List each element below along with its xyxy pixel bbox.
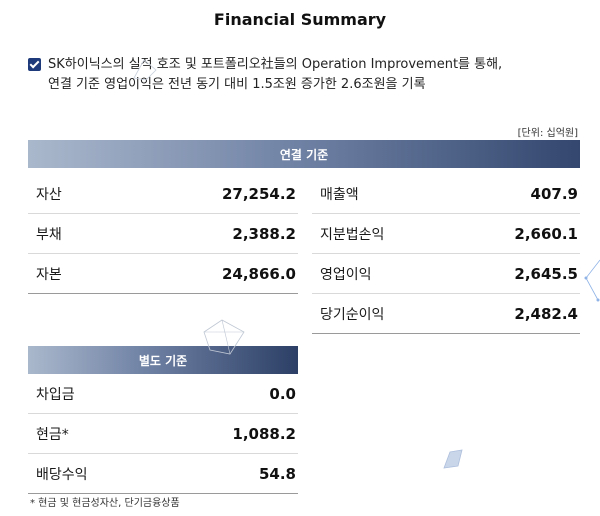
row-value: 27,254.2 bbox=[221, 184, 296, 203]
decorative-crystal-icon bbox=[133, 59, 157, 81]
decorative-crystal-icon bbox=[203, 319, 245, 355]
row-label: 배당수익 bbox=[36, 466, 88, 483]
consolidated-right-table: 매출액 407.9 지분법손익 2,660.1 영업이익 2,645.5 당기순… bbox=[312, 174, 580, 334]
row-value: 2,388.2 bbox=[232, 224, 296, 243]
row-value: 54.8 bbox=[258, 464, 296, 483]
row-value: 0.0 bbox=[269, 384, 296, 403]
consolidated-header: 연결 기준 bbox=[28, 140, 580, 168]
row-value: 2,645.5 bbox=[514, 264, 578, 283]
row-label: 자산 bbox=[36, 186, 62, 203]
unit-label: [단위: 십억원] bbox=[517, 128, 578, 139]
row-label: 매출액 bbox=[320, 186, 359, 203]
table-row: 당기순이익 2,482.4 bbox=[312, 294, 580, 334]
row-label: 차입금 bbox=[36, 386, 75, 403]
row-label: 당기순이익 bbox=[320, 306, 385, 323]
table-row: 부채 2,388.2 bbox=[28, 214, 298, 254]
row-value: 407.9 bbox=[530, 184, 578, 203]
summary-line-2: 연결 기준 영업이익은 전년 동기 대비 1.5조원 증가한 2.6조원을 기록 bbox=[48, 77, 426, 92]
row-value: 2,660.1 bbox=[514, 224, 578, 243]
footnote: * 현금 및 현금성자산, 단기금융상품 bbox=[30, 498, 180, 509]
separate-header: 별도 기준 bbox=[28, 346, 298, 374]
table-row: 지분법손익 2,660.1 bbox=[312, 214, 580, 254]
table-row: 영업이익 2,645.5 bbox=[312, 254, 580, 294]
row-label: 부채 bbox=[36, 226, 62, 243]
table-row: 현금* 1,088.2 bbox=[28, 414, 298, 454]
row-value: 24,866.0 bbox=[221, 264, 296, 283]
table-row: 자산 27,254.2 bbox=[28, 174, 298, 214]
consolidated-left-table: 자산 27,254.2 부채 2,388.2 자본 24,866.0 bbox=[28, 174, 298, 294]
row-label: 영업이익 bbox=[320, 266, 372, 283]
decorative-crystal-icon bbox=[443, 449, 463, 469]
row-value: 1,088.2 bbox=[232, 424, 296, 443]
row-label: 자본 bbox=[36, 266, 62, 283]
checkbox-icon bbox=[28, 58, 41, 71]
separate-table: 차입금 0.0 현금* 1,088.2 배당수익 54.8 bbox=[28, 374, 298, 494]
table-row: 차입금 0.0 bbox=[28, 374, 298, 414]
summary-text: SK하이닉스의 실적 호조 및 포트폴리오社들의 Operation Impro… bbox=[28, 55, 588, 95]
page-title: Financial Summary bbox=[213, 10, 387, 29]
summary-line-1: SK하이닉스의 실적 호조 및 포트폴리오社들의 Operation Impro… bbox=[48, 57, 503, 72]
table-row: 매출액 407.9 bbox=[312, 174, 580, 214]
table-row: 배당수익 54.8 bbox=[28, 454, 298, 494]
row-value: 2,482.4 bbox=[514, 304, 578, 323]
row-label: 현금* bbox=[36, 426, 69, 443]
table-row: 자본 24,866.0 bbox=[28, 254, 298, 294]
decorative-crystal-icon bbox=[584, 259, 600, 302]
row-label: 지분법손익 bbox=[320, 226, 385, 243]
